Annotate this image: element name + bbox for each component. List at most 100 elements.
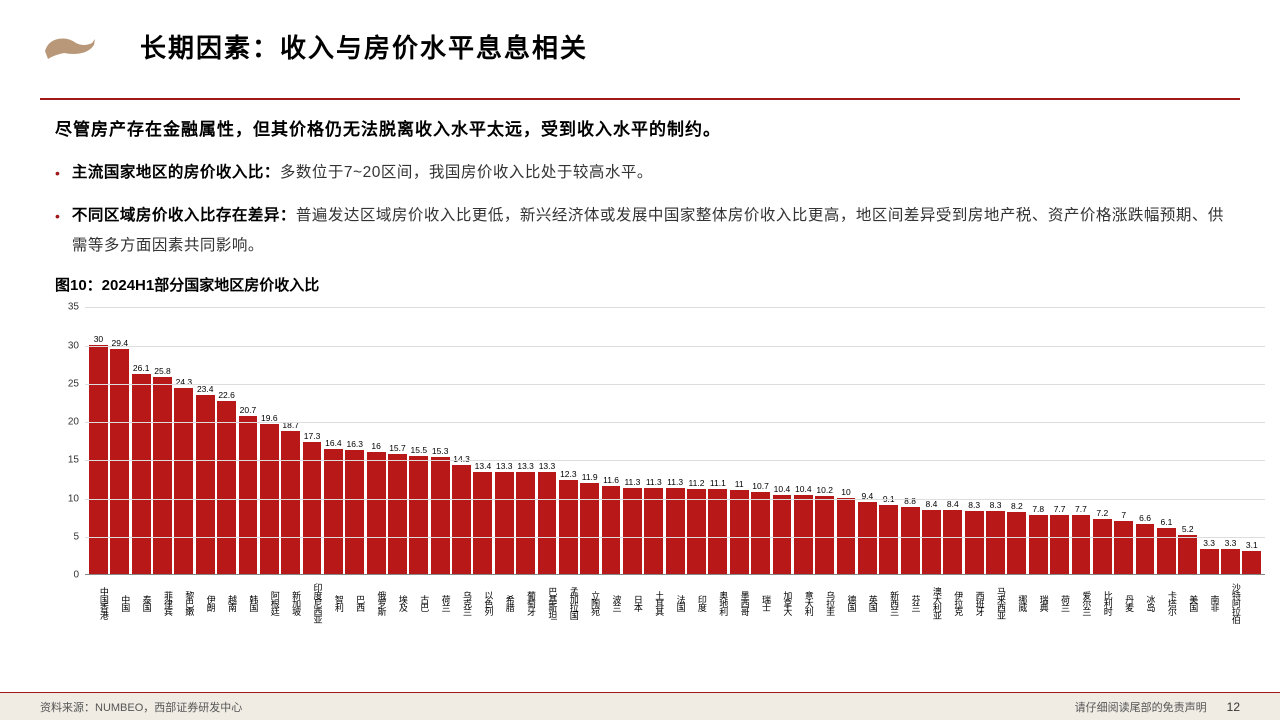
x-label: 南非 bbox=[1200, 577, 1219, 629]
bar: 9.1 bbox=[879, 494, 898, 575]
x-label: 新西兰 bbox=[879, 577, 898, 629]
x-label: 中国香港 bbox=[89, 577, 108, 629]
bar: 6.6 bbox=[1136, 513, 1155, 575]
bar: 18.7 bbox=[281, 420, 300, 574]
x-label: 新加坡 bbox=[281, 577, 300, 629]
x-label: 阿根廷 bbox=[260, 577, 279, 629]
bullet-item: •主流国家地区的房价收入比：多数位于7~20区间，我国房价收入比处于较高水平。 bbox=[55, 158, 1225, 187]
x-label: 埃及 bbox=[388, 577, 407, 629]
footer-bar: 资料来源：NUMBEO，西部证券研发中心 请仔细阅读尾部的免责声明 12 bbox=[0, 692, 1280, 720]
x-label: 以色列 bbox=[473, 577, 492, 629]
x-label: 智利 bbox=[324, 577, 343, 629]
bar: 7.8 bbox=[1029, 504, 1048, 575]
bar-chart: 05101520253035 3029.426.125.824.323.422.… bbox=[55, 299, 1265, 619]
bar: 16.3 bbox=[345, 439, 364, 575]
bar: 24.3 bbox=[174, 377, 193, 574]
x-label: 德国 bbox=[837, 577, 856, 629]
bar: 10.4 bbox=[773, 484, 792, 575]
x-label: 黎巴嫩 bbox=[174, 577, 193, 629]
x-label bbox=[1242, 577, 1261, 629]
x-label: 澳大利亚 bbox=[922, 577, 941, 629]
y-tick: 15 bbox=[68, 455, 79, 466]
x-label: 立陶宛 bbox=[580, 577, 599, 629]
bar: 19.6 bbox=[260, 413, 279, 574]
y-tick: 20 bbox=[68, 417, 79, 428]
x-label: 印度 bbox=[687, 577, 706, 629]
y-tick: 30 bbox=[68, 340, 79, 351]
x-label: 乌克兰 bbox=[452, 577, 471, 629]
x-label: 土耳其 bbox=[644, 577, 663, 629]
bar: 3.3 bbox=[1200, 538, 1219, 574]
bar: 10.4 bbox=[794, 484, 813, 575]
page-title: 长期因素：收入与房价水平息息相关 bbox=[140, 28, 588, 65]
x-label: 美国 bbox=[1178, 577, 1197, 629]
x-label: 荷兰 bbox=[431, 577, 450, 629]
bar: 6.1 bbox=[1157, 517, 1176, 575]
x-label: 巴基斯坦 bbox=[538, 577, 557, 629]
bar: 7.7 bbox=[1050, 504, 1069, 574]
lead-text: 尽管房产存在金融属性，但其价格仍无法脱离收入水平太远，受到收入水平的制约。 bbox=[55, 115, 1225, 140]
bar: 8.8 bbox=[901, 496, 920, 574]
bar: 20.7 bbox=[239, 405, 258, 575]
y-tick: 35 bbox=[68, 302, 79, 313]
x-label: 冰岛 bbox=[1136, 577, 1155, 629]
bar: 11 bbox=[730, 479, 749, 574]
x-label: 沙特阿拉伯 bbox=[1221, 577, 1240, 629]
chart-title: 图10：2024H1部分国家地区房价收入比 bbox=[55, 274, 1225, 295]
bar: 11.2 bbox=[687, 478, 706, 575]
x-label: 日本 bbox=[623, 577, 642, 629]
bullet-item: •不同区域房价收入比存在差异：普遍发达区域房价收入比更低，新兴经济体或发展中国家… bbox=[55, 201, 1225, 260]
bar: 11.1 bbox=[708, 478, 727, 574]
bar: 9.4 bbox=[858, 491, 877, 574]
x-label: 中国 bbox=[110, 577, 129, 629]
x-label: 越南 bbox=[217, 577, 236, 629]
x-label: 瑞士 bbox=[751, 577, 770, 629]
bar: 11.3 bbox=[644, 477, 663, 575]
x-label: 古巴 bbox=[409, 577, 428, 629]
x-label: 印度尼西亚 bbox=[303, 577, 322, 629]
bar: 10.7 bbox=[751, 481, 770, 574]
x-label: 瑞典 bbox=[1029, 577, 1048, 629]
bar: 23.4 bbox=[196, 384, 215, 574]
x-label: 俄罗斯 bbox=[367, 577, 386, 629]
bar: 22.6 bbox=[217, 390, 236, 574]
bar: 11.3 bbox=[666, 477, 685, 575]
x-label: 丹麦 bbox=[1114, 577, 1133, 629]
x-label: 比利时 bbox=[1093, 577, 1112, 629]
bar: 13.3 bbox=[516, 461, 535, 574]
x-label: 挪威 bbox=[1007, 577, 1026, 629]
x-label: 伊朗 bbox=[196, 577, 215, 629]
bar: 7 bbox=[1114, 510, 1133, 575]
bar: 11.9 bbox=[580, 472, 599, 574]
bar: 3.3 bbox=[1221, 538, 1240, 574]
y-tick: 25 bbox=[68, 378, 79, 389]
bar: 16.4 bbox=[324, 438, 343, 575]
bar: 15.5 bbox=[409, 445, 428, 575]
bar: 29.4 bbox=[110, 338, 129, 574]
x-label: 卡塔尔 bbox=[1157, 577, 1176, 629]
x-label: 法国 bbox=[666, 577, 685, 629]
x-label: 波兰 bbox=[602, 577, 621, 629]
x-label: 孟加拉国 bbox=[559, 577, 578, 629]
x-label: 英国 bbox=[858, 577, 877, 629]
x-label: 马来西亚 bbox=[986, 577, 1005, 629]
bar: 3.1 bbox=[1242, 540, 1261, 575]
bar: 13.3 bbox=[538, 461, 557, 574]
bar: 10 bbox=[837, 487, 856, 575]
y-tick: 0 bbox=[73, 570, 79, 581]
x-label: 菲律宾 bbox=[153, 577, 172, 629]
x-label: 爱尔兰 bbox=[1072, 577, 1091, 629]
x-label: 葡萄牙 bbox=[516, 577, 535, 629]
bar: 7.7 bbox=[1072, 504, 1091, 574]
bar: 14.3 bbox=[452, 454, 471, 574]
x-label: 芬兰 bbox=[901, 577, 920, 629]
x-label: 加拿大 bbox=[773, 577, 792, 629]
bar: 15.3 bbox=[431, 446, 450, 574]
bar: 26.1 bbox=[132, 363, 151, 574]
bar: 13.3 bbox=[495, 461, 514, 574]
bar: 15.7 bbox=[388, 443, 407, 574]
bar: 11.6 bbox=[602, 475, 621, 575]
bar: 11.3 bbox=[623, 477, 642, 575]
page-number: 12 bbox=[1227, 700, 1240, 714]
bar: 25.8 bbox=[153, 366, 172, 575]
